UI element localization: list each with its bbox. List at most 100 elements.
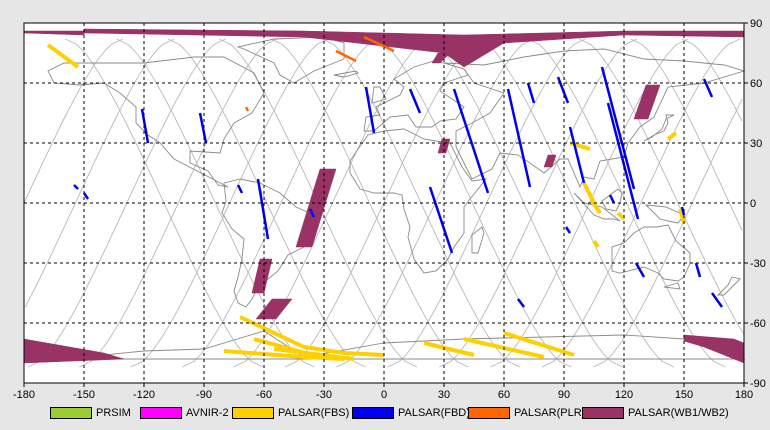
- orbit-track: [593, 98, 743, 368]
- x-tick-label: -60: [256, 389, 272, 400]
- legend-item-avnir2: AVNIR-2: [140, 405, 229, 421]
- swath-palsar-wb: [255, 298, 293, 320]
- swath-palsar-fbd: [308, 208, 316, 218]
- swath-palsar-plr: [363, 35, 395, 53]
- x-tick-label: -120: [133, 389, 155, 400]
- swath-palsar-wb: [431, 52, 451, 64]
- coastline: [47, 56, 265, 188]
- swaths-palsar-fbd: [73, 66, 724, 308]
- swath-palsar-fbs: [223, 349, 345, 361]
- x-tick-label: 30: [438, 389, 450, 400]
- coastline: [443, 48, 746, 189]
- legend-item-palsar-fbs: PALSAR(FBS): [232, 405, 349, 421]
- y-tick-label: -90: [750, 378, 766, 390]
- legend-swatch: [352, 407, 394, 419]
- swath-palsar-fbs: [273, 347, 355, 361]
- legend-swatch: [468, 407, 510, 419]
- orbit-track: [630, 38, 743, 231]
- swath-palsar-plr: [244, 106, 250, 112]
- swath-palsar-fbd: [608, 194, 616, 204]
- y-axis-ticks: 90 60 30 0 -30 -60 -90: [744, 18, 766, 390]
- swath-palsar-wb: [295, 168, 337, 248]
- coastline: [371, 86, 387, 104]
- coastline: [471, 226, 485, 254]
- orbit-track: [24, 38, 175, 308]
- legend: PRSIM AVNIR-2 PALSAR(FBS) PALSAR(FBD) PA…: [0, 400, 770, 430]
- swath-palsar-fbd: [564, 226, 572, 234]
- y-tick-label: -60: [750, 318, 766, 330]
- swath-palsar-wb: [543, 154, 557, 168]
- orbit-track: [23, 38, 123, 204]
- swath-palsar-fbd: [408, 88, 422, 114]
- swath-palsar-fbd: [452, 88, 490, 194]
- swath-palsar-fbs: [666, 131, 678, 141]
- swath-palsar-fbd: [606, 102, 640, 220]
- legend-label: PALSAR(WB1/WB2): [628, 407, 729, 419]
- coastline: [236, 36, 345, 84]
- swath-palsar-fbs: [616, 211, 626, 221]
- x-tick-label: -90: [196, 389, 212, 400]
- orbit-track: [476, 38, 675, 368]
- x-tick-label: 150: [675, 389, 693, 400]
- x-tick-label: -180: [13, 389, 35, 400]
- y-tick-label: 0: [750, 198, 756, 210]
- map-svg: -180 -150 -120 -90 -60 -30 0 30 60 90 120 150 180 90…: [13, 18, 766, 401]
- orbit-track: [579, 38, 745, 335]
- swath-palsar-fbd: [680, 206, 686, 216]
- swath-palsar-fbd: [506, 88, 532, 188]
- swath-palsar-wb: [633, 84, 661, 120]
- swath-palsar-fbs: [590, 199, 602, 215]
- swath-palsar-fbd: [140, 108, 150, 144]
- swath-palsar-fbd: [694, 262, 702, 278]
- swath-palsar-fbd: [517, 298, 525, 308]
- swath-palsar-plr: [335, 49, 357, 63]
- y-tick-label: 30: [750, 138, 762, 150]
- legend-swatch: [582, 407, 624, 419]
- swaths-palsar-plr: [244, 35, 395, 112]
- x-tick-label: 180: [735, 389, 753, 400]
- x-tick-label: 120: [615, 389, 633, 400]
- swath-palsar-fbd: [568, 126, 586, 184]
- swath-palsar-fbd: [82, 192, 90, 200]
- swath-palsar-fbs: [582, 182, 596, 204]
- coastline: [349, 128, 488, 274]
- legend-swatch: [232, 407, 274, 419]
- coastline: [333, 70, 359, 78]
- legend-label: PALSAR(PLR): [514, 407, 586, 419]
- legend-label: PALSAR(FBD): [398, 407, 470, 419]
- orbit-track: [439, 38, 637, 368]
- legend-item-palsar-plr: PALSAR(PLR): [468, 405, 585, 421]
- legend-label: PALSAR(FBS): [278, 407, 350, 419]
- coastline: [716, 276, 741, 296]
- swath-palsar-fbd: [600, 66, 636, 190]
- swath-palsar-fbd: [556, 76, 570, 104]
- y-tick-label: 90: [750, 18, 762, 30]
- legend-label: AVNIR-2: [186, 407, 229, 419]
- swath-palsar-fbd: [256, 178, 270, 240]
- graticule: [24, 23, 744, 383]
- swath-palsar-wb: [423, 42, 475, 58]
- coastline: [663, 282, 681, 290]
- swath-palsar-fbd: [198, 112, 208, 144]
- swaths-palsar-wb: [23, 28, 745, 364]
- swath-palsar-fbd: [526, 82, 536, 104]
- swath-palsar-fbd: [428, 186, 454, 254]
- coverage-map: -180 -150 -120 -90 -60 -30 0 30 60 90 120 150 180 90…: [13, 18, 766, 401]
- swath-palsar-fbd: [364, 86, 376, 134]
- coastline: [643, 114, 675, 142]
- orbit-track: [270, 38, 469, 368]
- legend-swatch: [140, 407, 182, 419]
- orbit-track: [373, 38, 572, 368]
- x-tick-label: -150: [73, 389, 95, 400]
- swath-palsar-fbs: [423, 341, 475, 357]
- x-tick-label: 90: [558, 389, 570, 400]
- swath-palsar-fbd: [710, 292, 724, 308]
- legend-swatch: [50, 407, 92, 419]
- swath-palsar-fbd: [634, 262, 646, 278]
- x-tick-label: -30: [316, 389, 332, 400]
- y-tick-label: 60: [750, 78, 762, 90]
- coastline: [644, 204, 685, 224]
- legend-item-palsar-wb: PALSAR(WB1/WB2): [582, 405, 729, 421]
- swath-palsar-fbs: [678, 208, 686, 224]
- x-tick-label: 0: [381, 389, 387, 400]
